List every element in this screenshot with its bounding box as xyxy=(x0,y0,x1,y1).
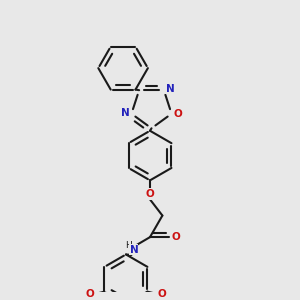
Text: N: N xyxy=(166,84,174,94)
Text: H: H xyxy=(125,242,132,250)
Text: O: O xyxy=(173,109,182,119)
Text: O: O xyxy=(158,289,167,299)
Text: O: O xyxy=(85,289,94,299)
Text: O: O xyxy=(146,189,154,199)
Text: O: O xyxy=(172,232,180,242)
Text: N: N xyxy=(121,108,130,118)
Text: N: N xyxy=(130,244,138,254)
